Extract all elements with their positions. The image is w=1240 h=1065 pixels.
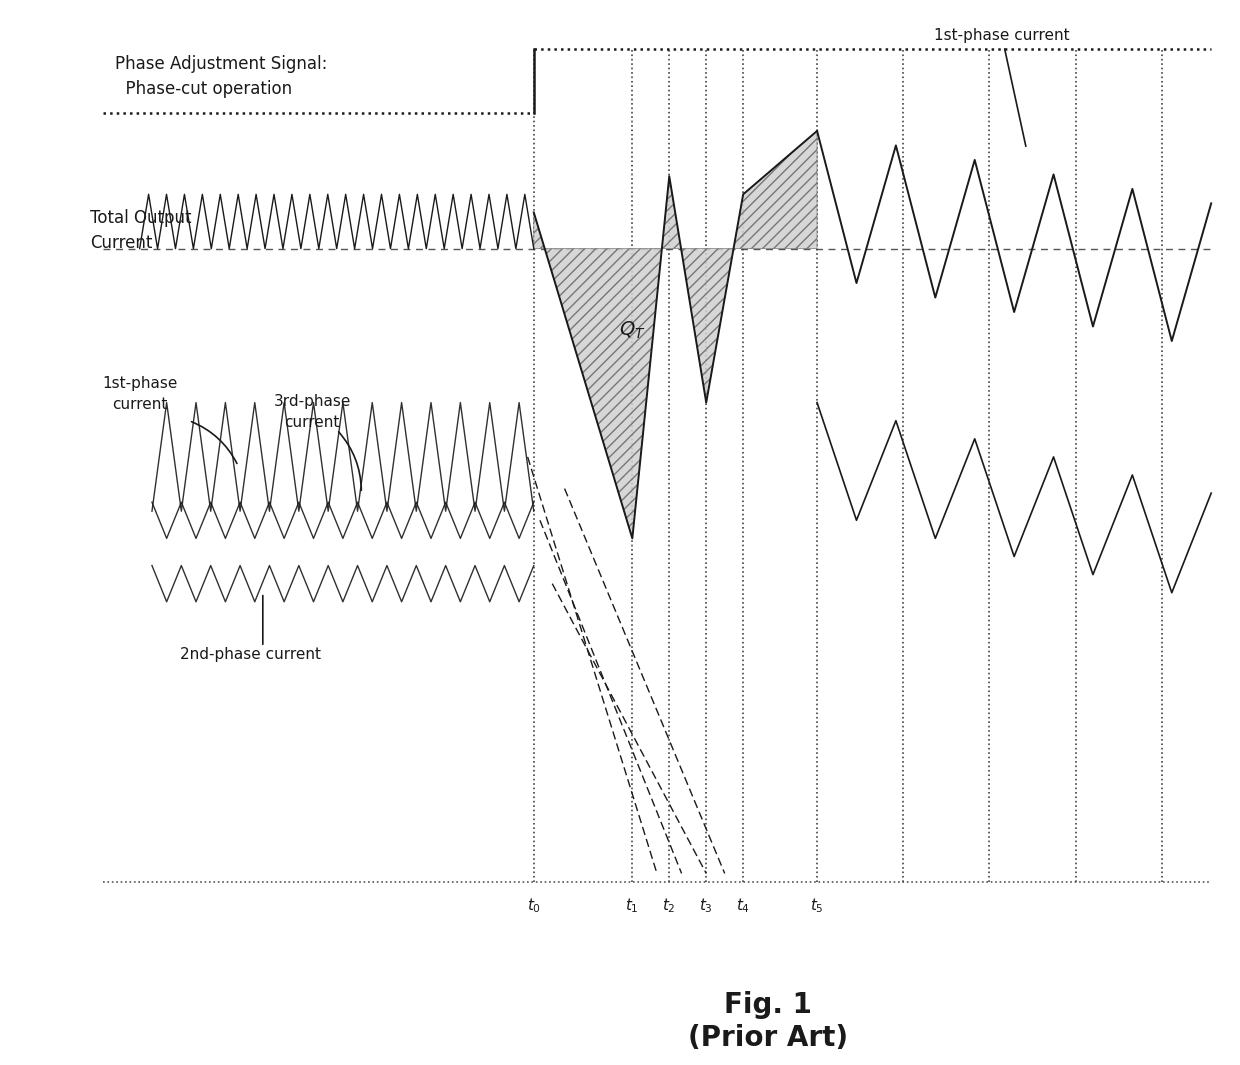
Text: $t_2$: $t_2$ xyxy=(662,896,676,915)
Text: $t_3$: $t_3$ xyxy=(699,896,713,915)
Text: $Q_T$: $Q_T$ xyxy=(619,320,646,341)
Text: 1st-phase
current: 1st-phase current xyxy=(102,376,177,412)
Text: 2nd-phase current: 2nd-phase current xyxy=(180,648,321,662)
Text: 3rd-phase
current: 3rd-phase current xyxy=(273,394,351,430)
Text: Total Output
Current: Total Output Current xyxy=(91,209,192,252)
Text: 1st-phase current: 1st-phase current xyxy=(934,29,1070,146)
Text: $t_0$: $t_0$ xyxy=(527,896,541,915)
Text: $t_5$: $t_5$ xyxy=(810,896,823,915)
Text: Fig. 1
(Prior Art): Fig. 1 (Prior Art) xyxy=(688,992,848,1051)
Polygon shape xyxy=(533,131,817,539)
Text: $t_1$: $t_1$ xyxy=(625,896,639,915)
Text: $t_4$: $t_4$ xyxy=(737,896,750,915)
Text: Phase Adjustment Signal:
  Phase-cut operation: Phase Adjustment Signal: Phase-cut opera… xyxy=(115,55,327,98)
